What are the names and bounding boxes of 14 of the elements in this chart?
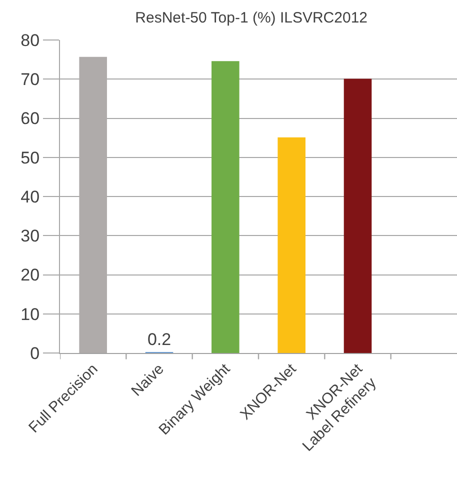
y-tick-label: 60 <box>20 109 40 128</box>
data-label: 0.2 <box>147 330 172 349</box>
y-tick-label: 70 <box>20 70 40 90</box>
y-tick-label: 40 <box>20 187 40 206</box>
bar <box>278 137 306 353</box>
y-tick-label: 80 <box>20 30 40 50</box>
bar <box>344 78 372 353</box>
y-tick-label: 20 <box>20 266 40 285</box>
y-tick-label: 0 <box>30 344 40 363</box>
y-tick-label: 10 <box>20 304 40 324</box>
y-tick-label: 50 <box>20 148 40 168</box>
y-tick-label: 30 <box>20 226 40 246</box>
bar <box>212 61 240 353</box>
chart-title: ResNet-50 Top-1 (%) ILSVRC2012 <box>135 10 368 27</box>
